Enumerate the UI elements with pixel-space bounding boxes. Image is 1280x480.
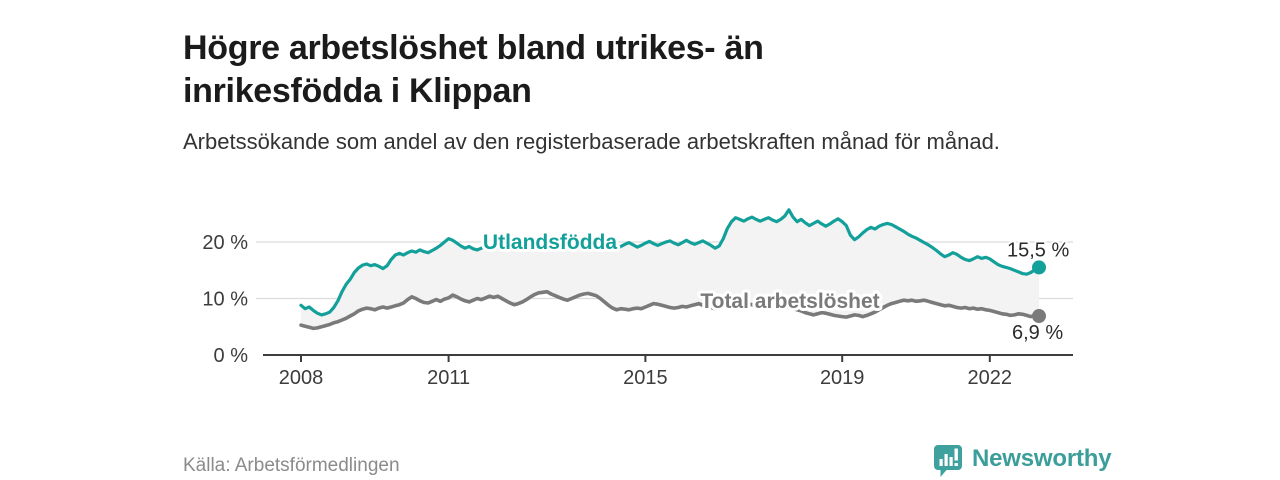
y-tick-label: 0 % bbox=[214, 345, 249, 367]
area-between-series bbox=[301, 209, 1039, 329]
brand-logo: Newsworthy bbox=[933, 444, 1112, 478]
page-subtitle: Arbetssökande som andel av den registerb… bbox=[183, 129, 1000, 154]
endpoint-dot-utlandsfodda bbox=[1032, 260, 1046, 275]
x-tick-label: 2019 bbox=[820, 367, 865, 389]
x-axis: 2008 2011 2015 2019 2022 bbox=[263, 354, 1073, 389]
page-title: Högre arbetslöshet bland utrikes- än inr… bbox=[183, 28, 764, 110]
y-tick-label: 10 % bbox=[202, 289, 248, 311]
brand-name: Newsworthy bbox=[972, 445, 1112, 472]
line-utlandsfodda bbox=[299, 208, 1041, 317]
y-tick-label: 20 % bbox=[202, 232, 248, 254]
source-caption: Källa: Arbetsförmedlingen bbox=[183, 455, 400, 476]
endpoint-dot-total bbox=[1032, 309, 1046, 324]
x-tick-label: 2011 bbox=[427, 367, 470, 389]
line-total-arbetsloshet bbox=[299, 289, 1041, 331]
x-tick-label: 2015 bbox=[623, 367, 668, 389]
y-axis-labels: 0 % 10 % 20 % bbox=[202, 232, 248, 367]
end-value-utlandsfodda: 15,5 % bbox=[1007, 239, 1069, 261]
end-value-total: 6,9 % bbox=[1012, 322, 1063, 344]
x-tick-label: 2022 bbox=[968, 367, 1013, 389]
newsworthy-icon bbox=[934, 445, 962, 477]
series-label-total: Total arbetslöshet bbox=[700, 290, 879, 313]
unemployment-line-chart: 2008 2011 2015 2019 2022 0 % 10 % 20 % Utlands… bbox=[202, 208, 1073, 389]
series-label-utlandsfodda: Utlandsfödda bbox=[483, 231, 617, 254]
x-tick-label: 2008 bbox=[279, 367, 324, 389]
